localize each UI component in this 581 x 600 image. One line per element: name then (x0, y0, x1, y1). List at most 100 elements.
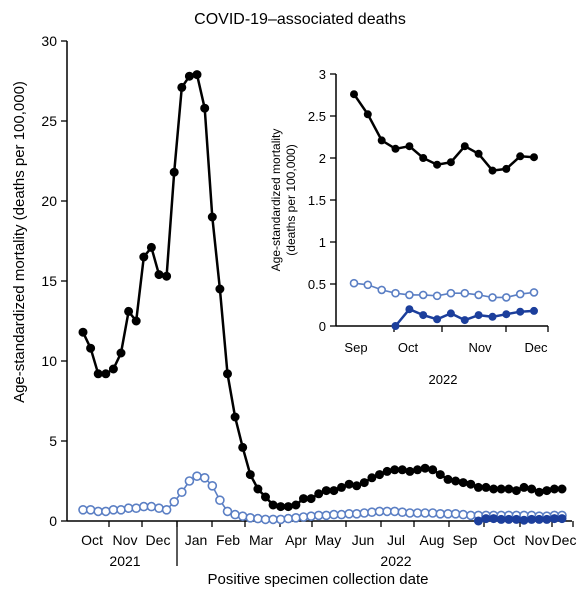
main-series-blue-open-point (321, 510, 332, 521)
inset-series-black-filled-point (405, 142, 414, 151)
main-series-blue-filled-point (504, 514, 514, 524)
main-series-blue-open-point (306, 511, 316, 522)
main-series-blue-open-point (116, 504, 126, 515)
main-series-black-filled-point (139, 252, 149, 262)
inset-series-blue-open-point (501, 293, 511, 302)
main-year-label-2021: 2021 (109, 553, 140, 569)
inset-series-black-filled-point (419, 154, 428, 162)
inset-series-black-filled-point (363, 110, 372, 119)
main-x-tick-label: Apr (285, 532, 307, 548)
inset-series-blue-open-point (515, 289, 525, 299)
main-series-blue-open-point (405, 508, 415, 518)
main-series-blue-open-point (154, 503, 164, 514)
main-series-black-filled-point (496, 484, 506, 494)
main-series-black-filled-point (420, 463, 430, 473)
main-series-black-filled-point (86, 343, 96, 353)
inset-x-tick-label: Dec (524, 340, 548, 355)
main-y-tick-label: 30 (41, 33, 57, 49)
inset-series-blue-filled-point (460, 316, 469, 325)
inset-series-blue-open-point (363, 280, 373, 290)
main-series-blue-open-point (397, 507, 408, 518)
inset-series-black-filled-point (530, 153, 538, 162)
main-series-black-filled-point (390, 465, 400, 475)
main-series-blue-open-point (169, 496, 179, 507)
main-series-black-filled-point (146, 242, 156, 252)
inset-series-blue-filled-point (502, 310, 511, 319)
main-series-black-filled-point (466, 479, 476, 489)
main-x-tick-label: Jan (185, 532, 208, 548)
main-series-black-filled-point (124, 306, 134, 316)
main-series-black-filled-point (481, 482, 491, 492)
main-series-black-filled-point (169, 167, 179, 177)
main-series-blue-open-point (420, 508, 430, 518)
inset-series-blue-open-point (446, 288, 456, 298)
inset-series-black-filled-point (350, 90, 358, 99)
main-y-tick-label: 5 (49, 433, 57, 449)
main-series-black-filled-point (534, 487, 544, 497)
main-series-blue-filled-point (519, 515, 529, 525)
main-series-black-filled-point (397, 465, 407, 475)
inset-series-blue-open-point (432, 291, 442, 301)
inset-series-blue-filled-point (488, 312, 497, 321)
main-series-black-filled-point (184, 71, 194, 81)
main-series-blue-open-point (199, 472, 210, 483)
main-series-black-filled-point (511, 486, 521, 496)
main-series-black-filled-point (504, 484, 514, 494)
inset-y-axis-label-line2: (deaths per 100,000) (284, 144, 298, 255)
main-series-black-filled-point (261, 492, 270, 502)
main-series-black-filled-point (299, 494, 308, 504)
inset-series-blue-filled-point (516, 307, 525, 316)
main-series-black-filled-point (473, 482, 483, 492)
main-series-black-filled-point (405, 466, 415, 476)
inset-series-blue-filled-point (391, 322, 400, 330)
main-series-black-filled-point (451, 476, 461, 486)
inset-series-blue-open-point (349, 278, 359, 288)
inset-series-black-filled-line (352, 93, 535, 172)
main-series-blue-filled-point (481, 514, 491, 524)
main-series-blue-open-point (275, 514, 286, 525)
main-x-tick-label: May (315, 532, 341, 548)
main-series-black-filled-point (435, 470, 445, 480)
main-x-tick-label: Jul (387, 532, 405, 548)
inset-series-blue-open-point (488, 293, 497, 302)
inset-x-tick-label: Oct (398, 340, 419, 355)
inset-series-black-filled-point (474, 149, 483, 158)
inset-series-black-filled-point (502, 164, 511, 173)
main-x-tick-label: Oct (81, 532, 103, 548)
main-x-tick-label: Nov (525, 532, 550, 548)
main-series-blue-open-point (435, 508, 446, 519)
inset-x-tick-label: Sep (344, 340, 367, 355)
main-year-label-2022: 2022 (380, 553, 411, 569)
main-series-blue-open-point (184, 476, 195, 486)
main-series-blue-open-point (450, 508, 461, 519)
main-series-blue-filled-point (527, 514, 537, 524)
inset-y-axis-label: Age-standardized mortality(deaths per 10… (269, 129, 298, 272)
main-series-blue-open-point (260, 514, 271, 525)
main-series-blue-open-point (245, 512, 256, 523)
main-series-black-filled-point (276, 502, 286, 512)
main-x-tick-label: Sep (453, 532, 478, 548)
main-series-blue-open-point (237, 511, 248, 522)
main-series-black-filled-point (177, 82, 187, 92)
inset-series-blue-filled-point (433, 315, 442, 324)
main-series-blue-open-point (253, 513, 263, 524)
inset-series-blue-open-point (474, 290, 483, 300)
main-y-tick-label: 0 (49, 513, 57, 529)
main-series-blue-filled-point (496, 514, 506, 524)
main-series-black-filled-point (519, 482, 529, 492)
main-series-blue-open-point (427, 508, 438, 518)
inset-y-tick-label: 2.5 (308, 109, 326, 124)
main-series-blue-open-point (283, 513, 294, 524)
main-series-blue-open-point (298, 512, 309, 522)
main-series-blue-open-point (101, 506, 111, 517)
main-series-black-filled-point (443, 474, 453, 484)
main-series-black-filled-point (557, 484, 567, 494)
main-series-blue-open-point (336, 509, 347, 520)
main-series-blue-open-point (374, 506, 385, 517)
inset-series-black-filled-point (460, 142, 469, 151)
main-series-black-filled-point (359, 478, 369, 488)
main-series-black-filled-point (375, 470, 384, 480)
main-series-black-filled-point (207, 212, 217, 222)
main-y-axis-label: Age-standardized mortality (deaths per 1… (11, 81, 28, 403)
